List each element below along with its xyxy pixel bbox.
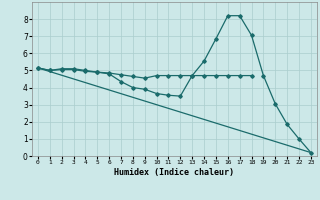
X-axis label: Humidex (Indice chaleur): Humidex (Indice chaleur) xyxy=(115,168,234,177)
